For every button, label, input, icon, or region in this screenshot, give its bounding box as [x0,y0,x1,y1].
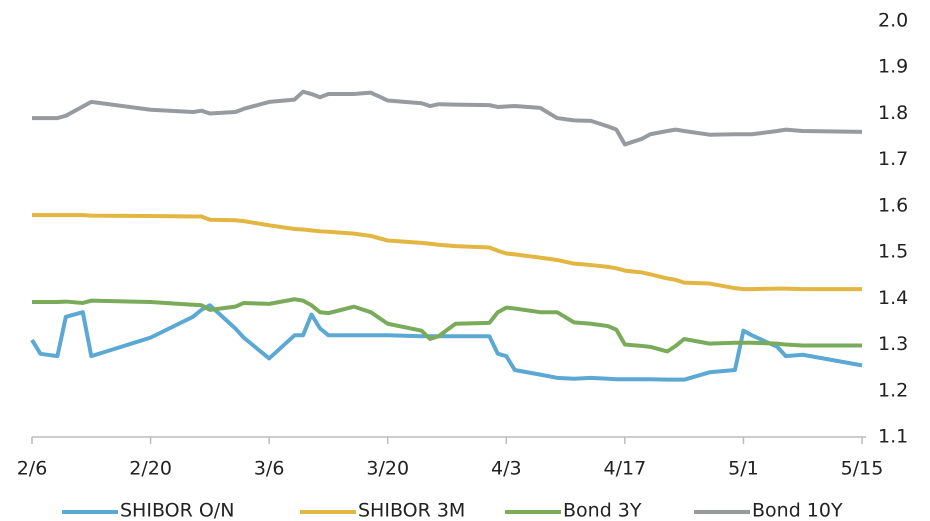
x-tick-label: 5/1 [728,458,759,480]
y-tick-label: 1.2 [878,379,908,401]
series-line [32,89,863,147]
x-tick-label: 5/15 [841,458,884,480]
legend-label: SHIBOR O/N [120,500,234,521]
y-tick-label: 1.5 [878,241,908,263]
y-tick-label: 1.1 [878,426,908,448]
x-tick-label: 3/6 [254,458,285,480]
series-line [30,303,863,382]
x-tick-label: 2/6 [17,458,48,480]
x-tick-label: 4/3 [491,458,522,480]
series-line [32,297,862,354]
y-tick-label: 2.0 [878,10,908,32]
y-tick-label: 1.9 [878,56,908,78]
y-tick-label: 1.4 [878,287,908,309]
y-tick-label: 1.3 [878,333,908,355]
y-tick-label: 1.7 [878,148,908,170]
x-tick-label: 3/20 [366,458,409,480]
y-tick-label: 1.6 [878,194,908,216]
legend-label: SHIBOR 3M [358,500,465,521]
y-tick-label: 1.8 [878,102,908,124]
legend-label: Bond 10Y [752,500,843,521]
x-tick-label: 2/20 [129,458,172,480]
series-line [32,213,862,292]
legend-label: Bond 3Y [563,500,642,521]
x-tick-label: 4/17 [604,458,647,480]
